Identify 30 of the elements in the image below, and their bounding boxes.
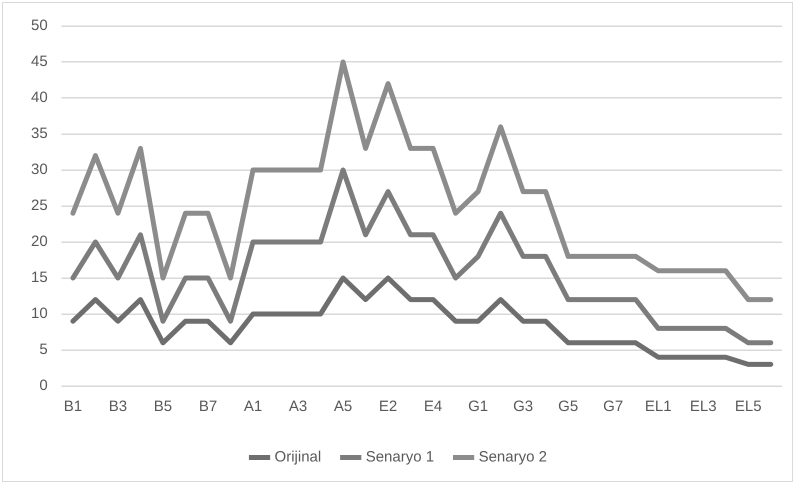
x-tick-label: A5 xyxy=(334,398,352,416)
x-tick-label: B7 xyxy=(198,398,218,416)
y-tick-label: 5 xyxy=(39,341,48,358)
y-tick-label: 45 xyxy=(30,53,48,70)
x-tick-label: EL5 xyxy=(734,398,762,416)
y-tick-label: 25 xyxy=(30,197,48,214)
x-tick-label: A3 xyxy=(288,398,308,416)
x-tick-label: E2 xyxy=(378,398,398,416)
x-tick-label: B3 xyxy=(108,398,128,416)
y-tick-label: 15 xyxy=(30,269,48,286)
x-tick-label: G1 xyxy=(468,398,488,416)
x-tick-label: A1 xyxy=(244,398,262,416)
x-tick-label: B1 xyxy=(64,398,82,416)
legend-label: Senaryo 2 xyxy=(478,448,547,466)
legend-label: Orijinal xyxy=(274,448,322,466)
x-tick-label: B5 xyxy=(154,398,172,416)
x-tick-label: G7 xyxy=(603,398,624,416)
y-tick-label: 50 xyxy=(30,17,48,34)
x-tick-label: EL1 xyxy=(644,398,672,416)
y-tick-label: 10 xyxy=(30,305,48,322)
y-tick-label: 30 xyxy=(30,161,48,178)
legend-label: Senaryo 1 xyxy=(366,448,434,466)
x-tick-label: G3 xyxy=(513,398,534,416)
y-tick-label: 20 xyxy=(30,233,48,250)
x-tick-label: E4 xyxy=(424,398,442,416)
y-tick-label: 40 xyxy=(30,89,48,106)
x-tick-label: G5 xyxy=(558,398,578,416)
y-tick-label: 35 xyxy=(30,125,48,142)
y-tick-label: 0 xyxy=(39,377,48,394)
x-tick-label: EL3 xyxy=(690,398,717,416)
